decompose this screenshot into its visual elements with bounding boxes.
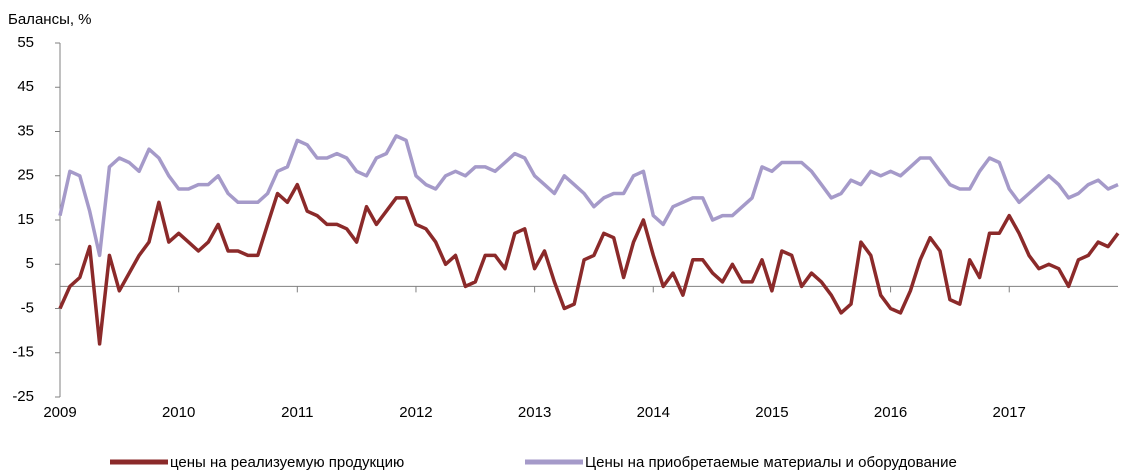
x-tick-label: 2015 (755, 404, 788, 421)
series-line (58, 182, 1120, 346)
y-tick-label: 55 (17, 34, 34, 51)
y-tick-label: 35 (17, 122, 34, 139)
y-tick-label: 25 (17, 167, 34, 184)
chart-title: Балансы, % (8, 11, 92, 28)
y-tick-label: 5 (26, 255, 34, 272)
x-tick-label: 2017 (993, 404, 1026, 421)
y-tick-label: 45 (17, 78, 34, 95)
x-tick-label: 2014 (637, 404, 670, 421)
x-tick-label: 2010 (162, 404, 195, 421)
x-tick-label: 2016 (874, 404, 907, 421)
series-line (58, 134, 1119, 258)
y-tick-label: -5 (21, 299, 34, 316)
y-tick-label: -25 (12, 388, 34, 405)
y-tick-label: 15 (17, 211, 34, 228)
x-tick-label: 2011 (281, 404, 313, 421)
y-tick-label: -15 (12, 344, 34, 361)
legend-label: цены на реализуемую продукцию (170, 454, 404, 471)
x-tick-label: 2012 (399, 404, 432, 421)
x-tick-label: 2013 (518, 404, 551, 421)
legend-label: Цены на приобретаемые материалы и оборуд… (585, 454, 957, 471)
x-tick-label: 2009 (43, 404, 76, 421)
